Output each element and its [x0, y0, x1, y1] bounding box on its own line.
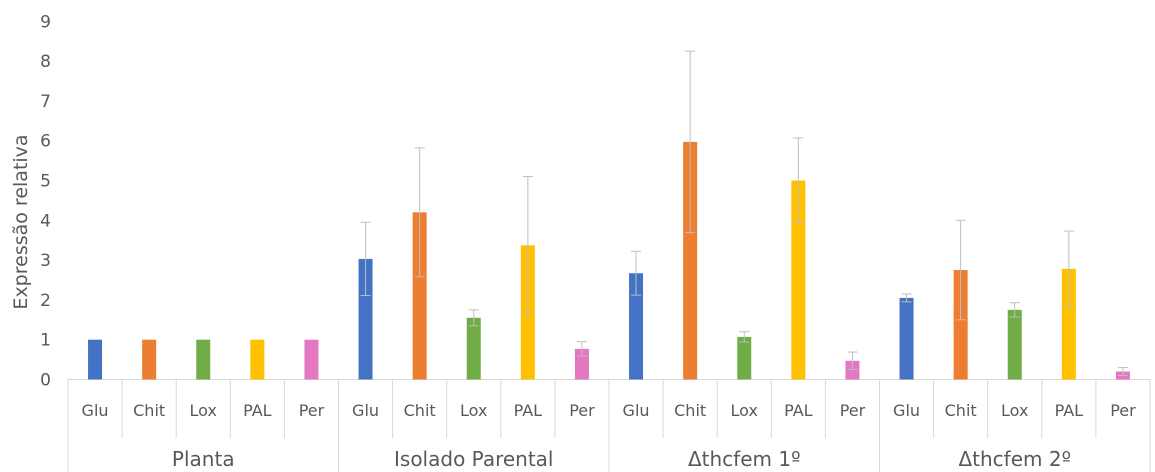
y-tick-labels: 0 1 2 3 4 5 6 7 8 9 — [40, 12, 51, 390]
category-axis — [67, 379, 1151, 472]
y-tick-label: 1 — [40, 331, 51, 351]
bar-lox — [196, 339, 211, 380]
gene-tick-label: Per — [1110, 401, 1136, 420]
y-tick-label: 8 — [40, 52, 51, 72]
bars — [88, 141, 1130, 380]
gene-tick-label: Chit — [133, 401, 165, 420]
bar-chit — [412, 212, 427, 380]
gene-tick-label: PAL — [784, 401, 813, 420]
bar-glu — [358, 258, 373, 380]
gene-tick-label: PAL — [1055, 401, 1084, 420]
bar-glu — [88, 339, 103, 380]
gene-tick-label: Lox — [460, 401, 487, 420]
group-label: Δthcfem 1º — [688, 447, 801, 471]
gene-tick-label: Glu — [82, 401, 109, 420]
bar-pal — [1061, 268, 1076, 380]
gene-tick-label: Chit — [404, 401, 436, 420]
bar-per — [304, 339, 319, 380]
group-label: Planta — [172, 447, 235, 471]
bar-pal — [250, 339, 265, 380]
y-tick-label: 7 — [40, 92, 51, 112]
gene-tick-label: Glu — [352, 401, 379, 420]
y-tick-label: 9 — [40, 12, 51, 32]
group-label: Δthcfem 2º — [958, 447, 1071, 471]
bar-per — [845, 360, 860, 380]
y-axis-label: Expressão relativa — [10, 134, 32, 309]
gene-tick-label: Lox — [190, 401, 217, 420]
group-label: Isolado Parental — [394, 447, 554, 471]
group-labels: Planta Isolado Parental Δthcfem 1º Δthcfem … — [172, 447, 1071, 471]
error-bars — [360, 50, 1128, 377]
gene-tick-label: Glu — [623, 401, 650, 420]
bar-lox — [466, 317, 481, 380]
gene-tick-label: Glu — [893, 401, 920, 420]
bar-lox — [1007, 309, 1022, 380]
bar-chit — [142, 339, 157, 380]
gene-tick-label: Lox — [1001, 401, 1028, 420]
gene-tick-label: PAL — [514, 401, 543, 420]
y-tick-label: 2 — [40, 291, 51, 311]
gene-tick-label: Chit — [674, 401, 706, 420]
gene-tick-label: Per — [299, 401, 325, 420]
y-tick-label: 5 — [40, 172, 51, 192]
bar-pal — [791, 180, 806, 380]
bar-glu — [629, 273, 644, 380]
y-tick-label: 6 — [40, 132, 51, 152]
gene-tick-label: Lox — [731, 401, 758, 420]
y-tick-label: 3 — [40, 251, 51, 271]
gene-tick-label: Chit — [945, 401, 977, 420]
bar-glu — [899, 297, 914, 380]
y-tick-label: 4 — [40, 211, 51, 231]
gene-tick-label: Per — [569, 401, 595, 420]
gene-tick-labels: Glu Chit Lox PAL Per Glu Chit Lox PAL Per Glu Chit L… — [82, 401, 1137, 420]
y-tick-label: 0 — [40, 371, 51, 391]
gene-tick-label: Per — [840, 401, 866, 420]
bar-chit — [953, 270, 968, 380]
gene-tick-label: PAL — [243, 401, 272, 420]
bar-chit — [683, 141, 698, 380]
bar-lox — [737, 336, 752, 380]
